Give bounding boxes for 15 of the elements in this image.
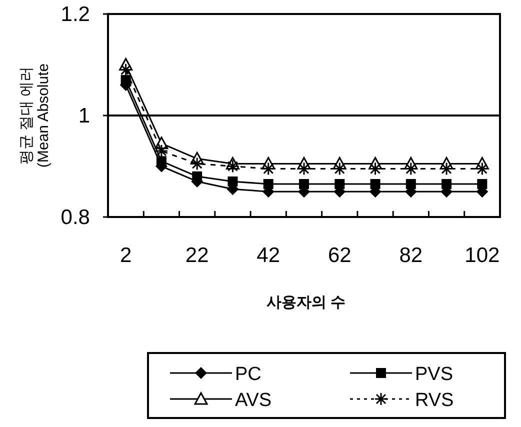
legend-label: PVS [415, 364, 454, 385]
x-tick-label: 82 [399, 244, 423, 267]
x-tick-label: 102 [464, 244, 500, 267]
legend-label: RVS [415, 390, 454, 411]
x-tick-label: 42 [256, 244, 280, 267]
x-tick-label: 62 [328, 244, 352, 267]
x-tick-label: 22 [185, 244, 209, 267]
y-tick-label: 0.8 [60, 206, 90, 229]
y-tick-label: 1.2 [60, 3, 90, 26]
y-axis-title: 평균 절대 에러 (Mean Absolute [18, 63, 52, 168]
legend-label: PC [235, 364, 262, 385]
legend-label: AVS [235, 390, 272, 411]
y-tick-label: 1 [78, 104, 90, 128]
x-tick-label: 2 [120, 244, 132, 267]
x-axis-title: 사용자의 수 [266, 294, 346, 311]
